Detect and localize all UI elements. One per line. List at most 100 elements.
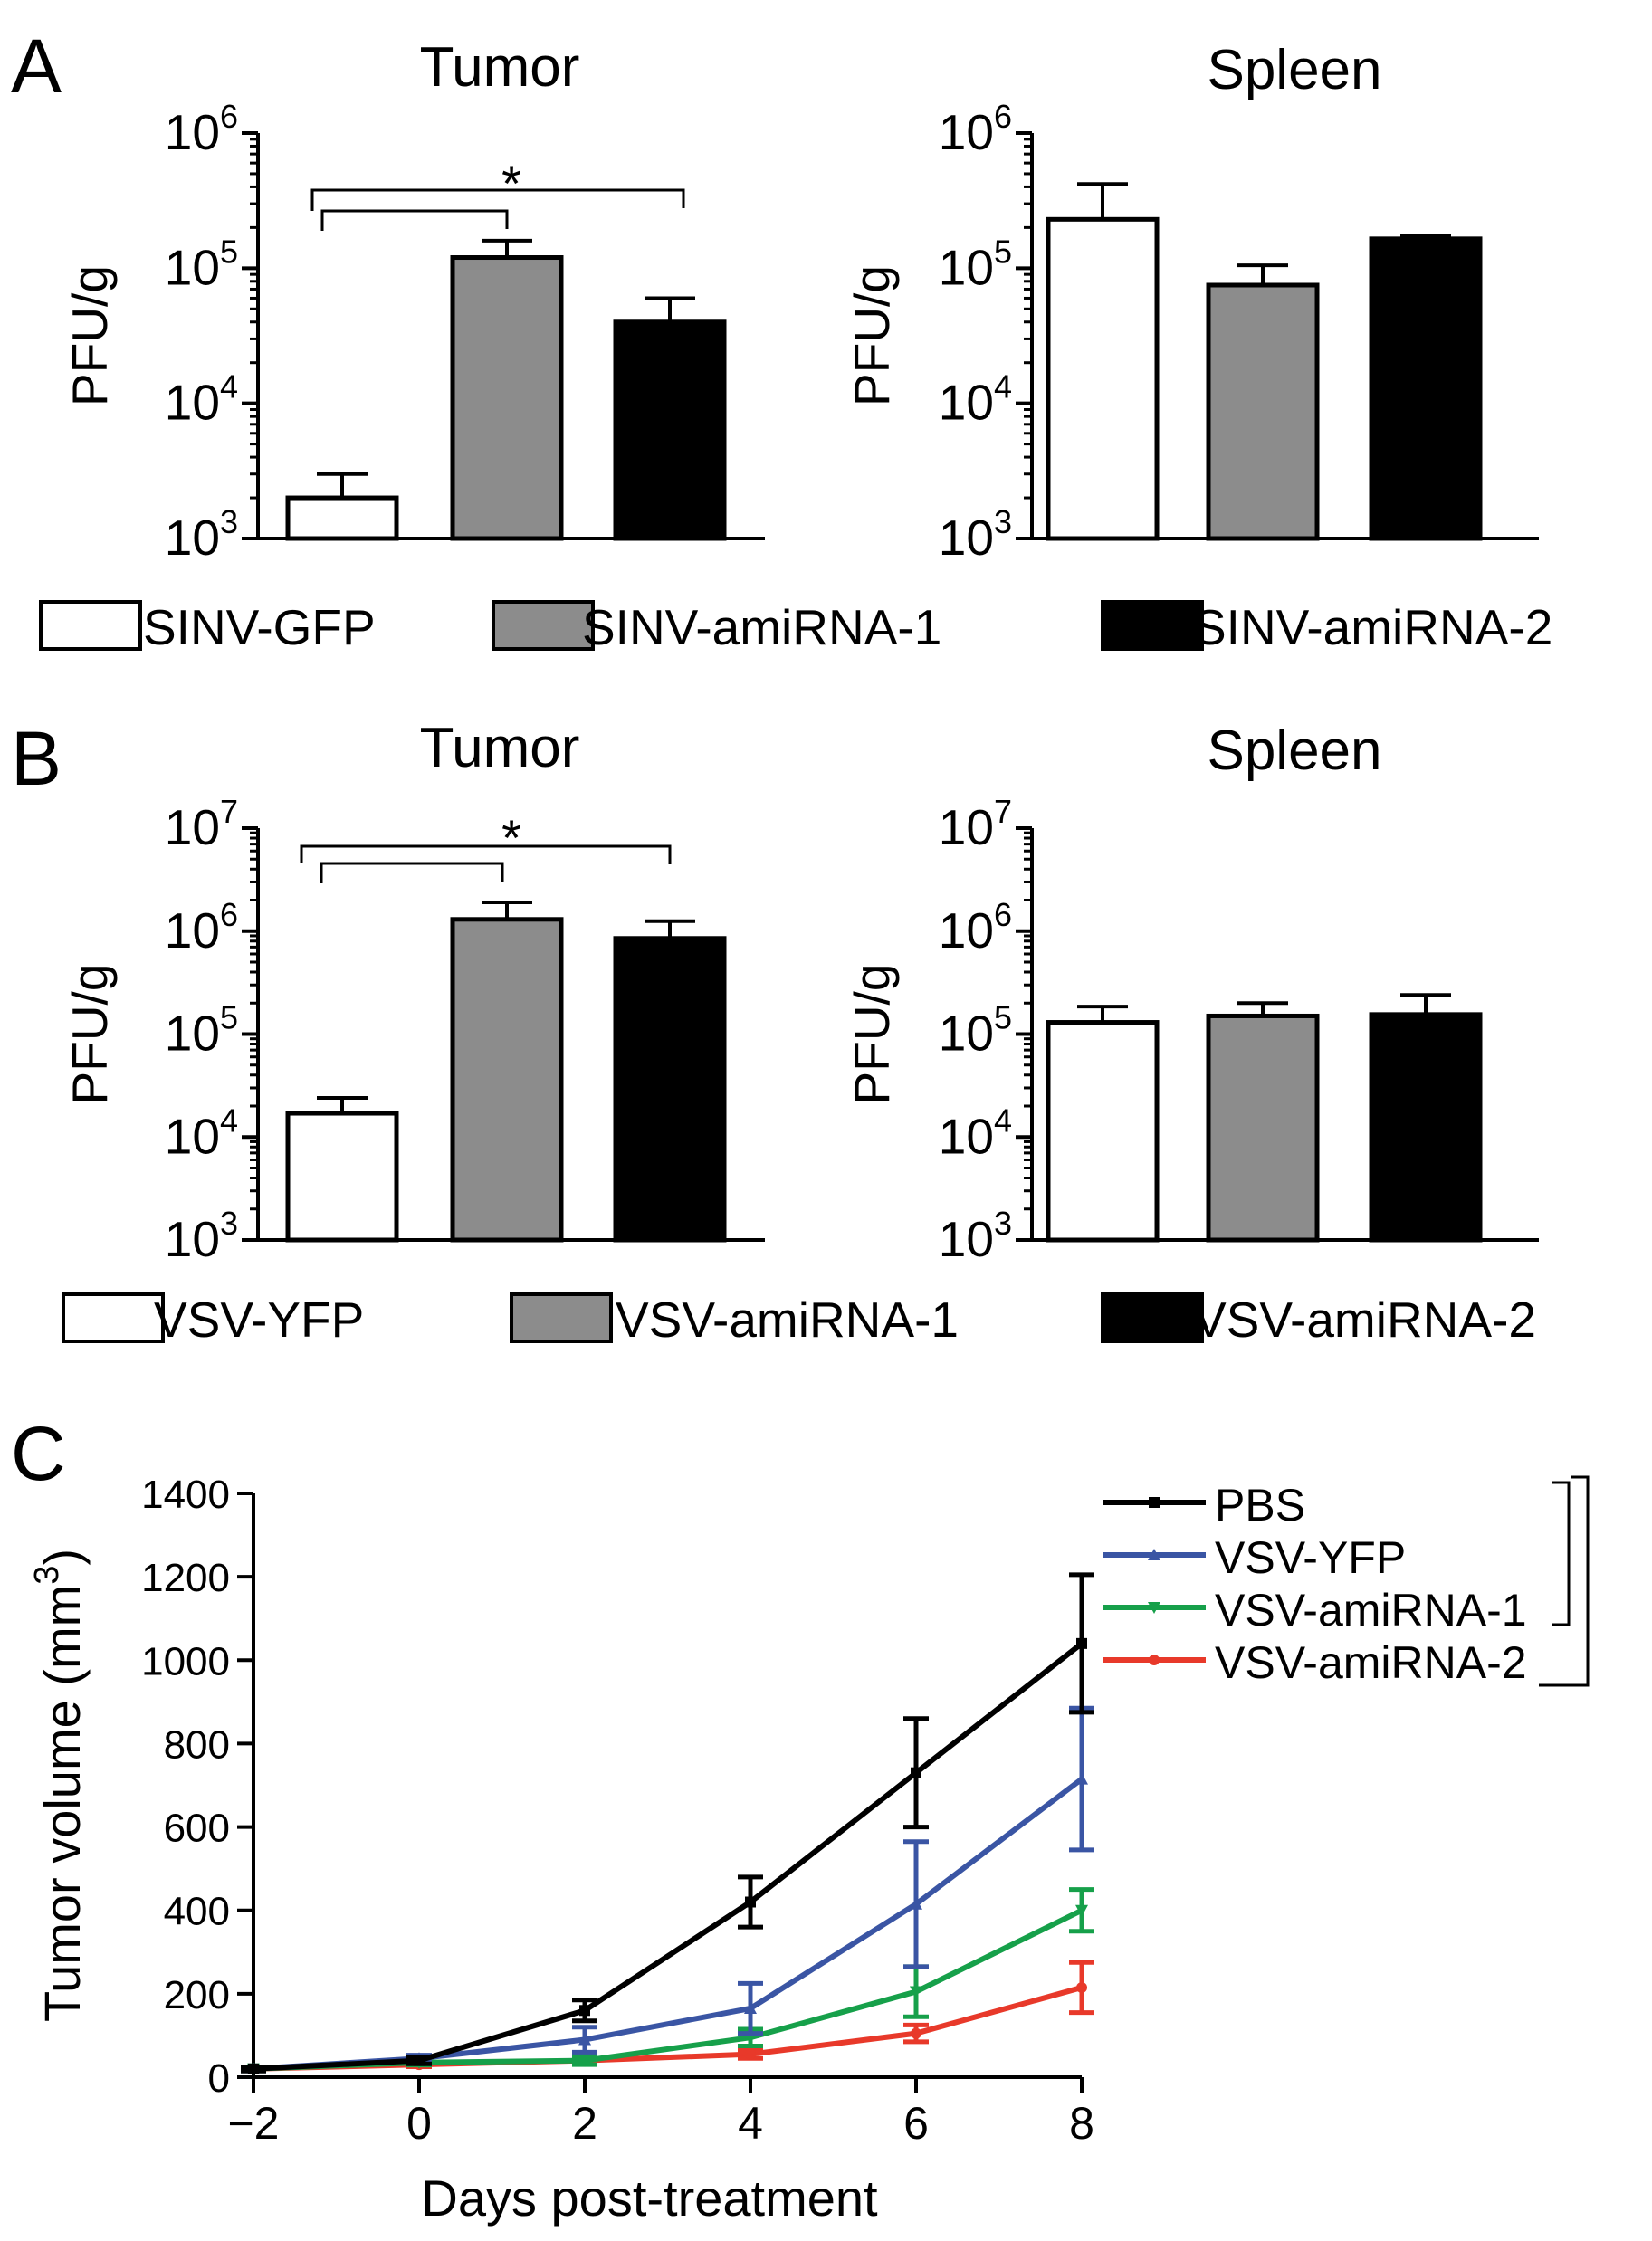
legend-b-swatch-1 bbox=[62, 1292, 165, 1343]
legend-a-label-1: SINV-GFP bbox=[143, 599, 376, 655]
y-tick-label: 800 bbox=[164, 1722, 230, 1767]
y-tick-label: 105 bbox=[165, 233, 238, 295]
y-tick-label: 0 bbox=[208, 2056, 230, 2101]
y-tick-base: 10 bbox=[165, 902, 220, 958]
significance-label: *** bbox=[1626, 1561, 1652, 1620]
legend-label-3: VSV-amiRNA-1 bbox=[1215, 1585, 1527, 1635]
bar-1 bbox=[285, 495, 399, 541]
y-tick-exponent: 3 bbox=[220, 1205, 238, 1242]
y-tick-label: 104 bbox=[165, 1101, 238, 1164]
data-point bbox=[744, 2001, 757, 2014]
y-tick-label: 104 bbox=[939, 1101, 1012, 1164]
data-point bbox=[578, 2033, 591, 2046]
x-tick-label: −2 bbox=[227, 2098, 279, 2149]
data-point bbox=[745, 1896, 756, 1908]
y-tick-label: 107 bbox=[165, 793, 238, 855]
data-point bbox=[1075, 1904, 1088, 1917]
y-tick-exponent: 6 bbox=[220, 896, 238, 933]
y-tick-base: 10 bbox=[165, 104, 220, 160]
data-point bbox=[745, 2048, 756, 2060]
y-tick-label: 105 bbox=[939, 999, 1012, 1062]
significance-bracket-outer bbox=[300, 844, 672, 864]
data-point bbox=[579, 2005, 590, 2017]
legend-a: SINV-GFP SINV-amiRNA-1 SINV-amiRNA-2 bbox=[39, 599, 1552, 655]
data-point bbox=[911, 2027, 921, 2039]
y-tick-base: 10 bbox=[165, 375, 220, 431]
chart-title: Tumor bbox=[420, 36, 580, 99]
y-tick-exponent: 4 bbox=[994, 368, 1012, 405]
panel-letter-b: B bbox=[11, 716, 62, 801]
legend-b-label-3: VSV-amiRNA-2 bbox=[1193, 1292, 1536, 1348]
y-tick-exponent: 5 bbox=[220, 999, 238, 1036]
bar-2 bbox=[450, 255, 564, 541]
legend-b-swatch-2 bbox=[510, 1292, 613, 1343]
chart-title: Spleen bbox=[1207, 720, 1381, 782]
legend-a-swatch-1 bbox=[39, 600, 142, 651]
significance-bracket-inner bbox=[320, 209, 509, 231]
y-tick-base: 10 bbox=[165, 1108, 220, 1164]
data-point bbox=[414, 2055, 425, 2066]
y-tick-exponent: 3 bbox=[994, 1205, 1012, 1242]
y-axis-label-suffix: ) bbox=[33, 1549, 91, 1566]
y-tick-exponent: 6 bbox=[220, 98, 238, 135]
data-point bbox=[910, 1986, 922, 1998]
y-tick-exponent: 4 bbox=[994, 1101, 1012, 1139]
data-point bbox=[911, 1767, 921, 1778]
legend-b-label-1: VSV-YFP bbox=[154, 1292, 364, 1348]
bar-2 bbox=[450, 917, 564, 1243]
y-tick-label: 104 bbox=[939, 368, 1012, 431]
bar-3 bbox=[613, 936, 727, 1243]
y-tick-base: 10 bbox=[939, 239, 994, 295]
y-axis-label: Tumor volume (mm3) bbox=[28, 1549, 91, 2022]
y-tick-label: 600 bbox=[164, 1807, 230, 1851]
y-tick-base: 10 bbox=[939, 799, 994, 855]
y-tick-label: 103 bbox=[165, 1205, 238, 1267]
y-tick-label: 103 bbox=[939, 503, 1012, 566]
series-1 bbox=[241, 1572, 1094, 2074]
y-tick-exponent: 4 bbox=[220, 368, 238, 405]
legend-b-label-2: VSV-amiRNA-1 bbox=[616, 1292, 959, 1348]
bar-2 bbox=[1206, 282, 1320, 541]
x-tick-label: 2 bbox=[572, 2098, 597, 2149]
y-tick-base: 10 bbox=[939, 375, 994, 431]
legend-a-label-3: SINV-amiRNA-2 bbox=[1193, 599, 1552, 655]
y-tick-label: 1200 bbox=[141, 1556, 230, 1600]
y-tick-exponent: 5 bbox=[220, 233, 238, 270]
bar-3 bbox=[1369, 1012, 1483, 1243]
legend-b: VSV-YFP VSV-amiRNA-1 VSV-amiRNA-2 bbox=[62, 1292, 1536, 1348]
legend-label-1: PBS bbox=[1215, 1480, 1305, 1531]
panel-letter-a: A bbox=[11, 24, 62, 109]
y-tick-exponent: 7 bbox=[220, 793, 238, 830]
series-line bbox=[253, 1985, 1083, 2072]
y-tick-label: 107 bbox=[939, 793, 1012, 855]
data-point bbox=[910, 1897, 922, 1910]
legend-a-swatch-3 bbox=[1101, 600, 1204, 651]
y-tick-label: 104 bbox=[165, 368, 238, 431]
y-tick-base: 10 bbox=[165, 510, 220, 566]
legend-b-swatch-3 bbox=[1101, 1292, 1204, 1343]
data-point bbox=[578, 2055, 591, 2067]
y-tick-exponent: 6 bbox=[994, 98, 1012, 135]
legend-marker-4 bbox=[1149, 1655, 1160, 1665]
data-point bbox=[1075, 1772, 1088, 1785]
y-tick-label: 200 bbox=[164, 1973, 230, 2017]
y-tick-label: 106 bbox=[939, 896, 1012, 958]
y-tick-exponent: 3 bbox=[994, 503, 1012, 540]
series-4 bbox=[241, 1960, 1094, 2074]
y-tick-base: 10 bbox=[939, 510, 994, 566]
y-tick-base: 10 bbox=[939, 1108, 994, 1164]
legend-label-2: VSV-YFP bbox=[1215, 1532, 1406, 1583]
x-tick-label: 4 bbox=[738, 2098, 763, 2149]
significance-bracket-outer bbox=[1539, 1475, 1590, 1687]
series-line bbox=[253, 1777, 1084, 2072]
legend-marker-1 bbox=[1149, 1497, 1160, 1508]
y-tick-base: 10 bbox=[939, 1211, 994, 1267]
y-tick-exponent: 3 bbox=[220, 503, 238, 540]
y-tick-label: 103 bbox=[939, 1205, 1012, 1267]
bar-1 bbox=[285, 1111, 399, 1243]
x-tick-label: 6 bbox=[903, 2098, 929, 2149]
bar-2 bbox=[1206, 1013, 1320, 1243]
y-tick-base: 10 bbox=[165, 1211, 220, 1267]
